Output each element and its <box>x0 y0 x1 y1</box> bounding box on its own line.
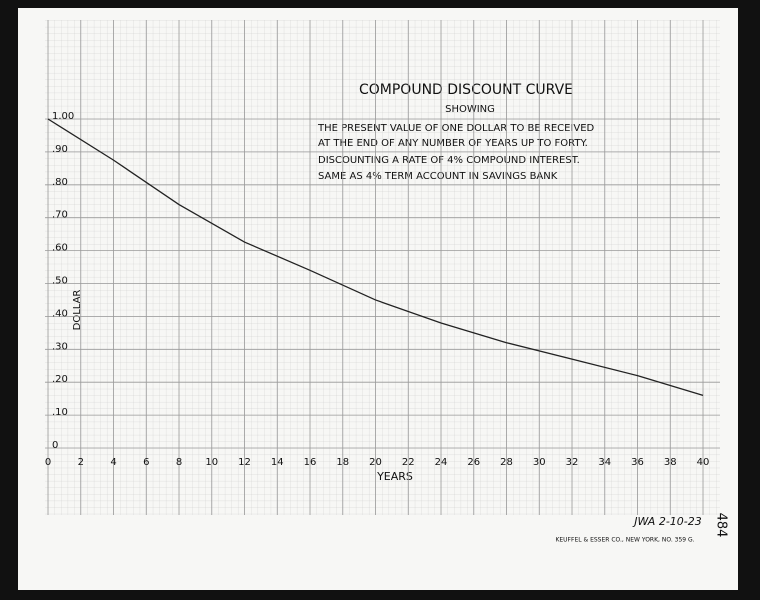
x-tick-label: 8 <box>176 457 182 468</box>
y-tick-label: .90 <box>52 144 68 155</box>
y-tick-label: .10 <box>52 407 68 418</box>
x-tick-label: 34 <box>598 457 611 468</box>
x-tick-label: 18 <box>336 457 349 468</box>
curve <box>47 118 704 396</box>
x-tick-label: 6 <box>143 457 149 468</box>
x-tick-label: 32 <box>566 457 579 468</box>
signature: JWA 2-10-23 <box>632 515 702 528</box>
graph-paper <box>45 20 720 515</box>
x-tick-label: 36 <box>631 457 644 468</box>
chart-title: COMPOUND DISCOUNT CURVE <box>359 82 573 98</box>
x-tick-label: 4 <box>110 457 116 468</box>
y-tick-label: 1.00 <box>52 111 74 122</box>
y-tick-label: .60 <box>52 243 68 254</box>
x-tick-label: 0 <box>45 457 51 468</box>
x-tick-label: 20 <box>369 457 382 468</box>
x-tick-label: 14 <box>271 457 284 468</box>
y-tick-label: .20 <box>52 374 68 385</box>
y-tick-label: .50 <box>52 276 68 287</box>
description-line: THE PRESENT VALUE OF ONE DOLLAR TO BE RE… <box>317 123 595 134</box>
y-tick-label: .80 <box>52 177 68 188</box>
x-tick-label: 12 <box>238 457 251 468</box>
x-tick-label: 22 <box>402 457 415 468</box>
y-tick-label: 0 <box>52 440 58 451</box>
x-tick-label: 38 <box>664 457 677 468</box>
y-tick-label: .30 <box>52 341 68 352</box>
description-line: AT THE END OF ANY NUMBER OF YEARS UP TO … <box>318 138 588 149</box>
x-tick-label: 40 <box>697 457 710 468</box>
x-tick-label: 2 <box>78 457 84 468</box>
x-tick-label: 26 <box>467 457 480 468</box>
maker: KEUFFEL & ESSER CO., NEW YORK, NO. 359 G… <box>555 537 694 544</box>
y-tick-label: .70 <box>52 210 68 221</box>
sheet-number: 484 <box>714 513 729 538</box>
x-tick-label: 28 <box>500 457 513 468</box>
y-axis-label: DOLLAR <box>72 290 83 331</box>
description-line: DISCOUNTING A RATE OF 4% COMPOUND INTERE… <box>318 155 580 166</box>
x-tick-label: 16 <box>304 457 317 468</box>
x-tick-label: 30 <box>533 457 546 468</box>
description-line: SAME AS 4% TERM ACCOUNT IN SAVINGS BANK <box>318 171 558 182</box>
subtitle: SHOWING <box>445 104 495 115</box>
y-tick-label: .40 <box>52 308 68 319</box>
x-axis-label: YEARS <box>376 470 413 483</box>
x-tick-label: 24 <box>435 457 448 468</box>
x-tick-label: 10 <box>205 457 218 468</box>
